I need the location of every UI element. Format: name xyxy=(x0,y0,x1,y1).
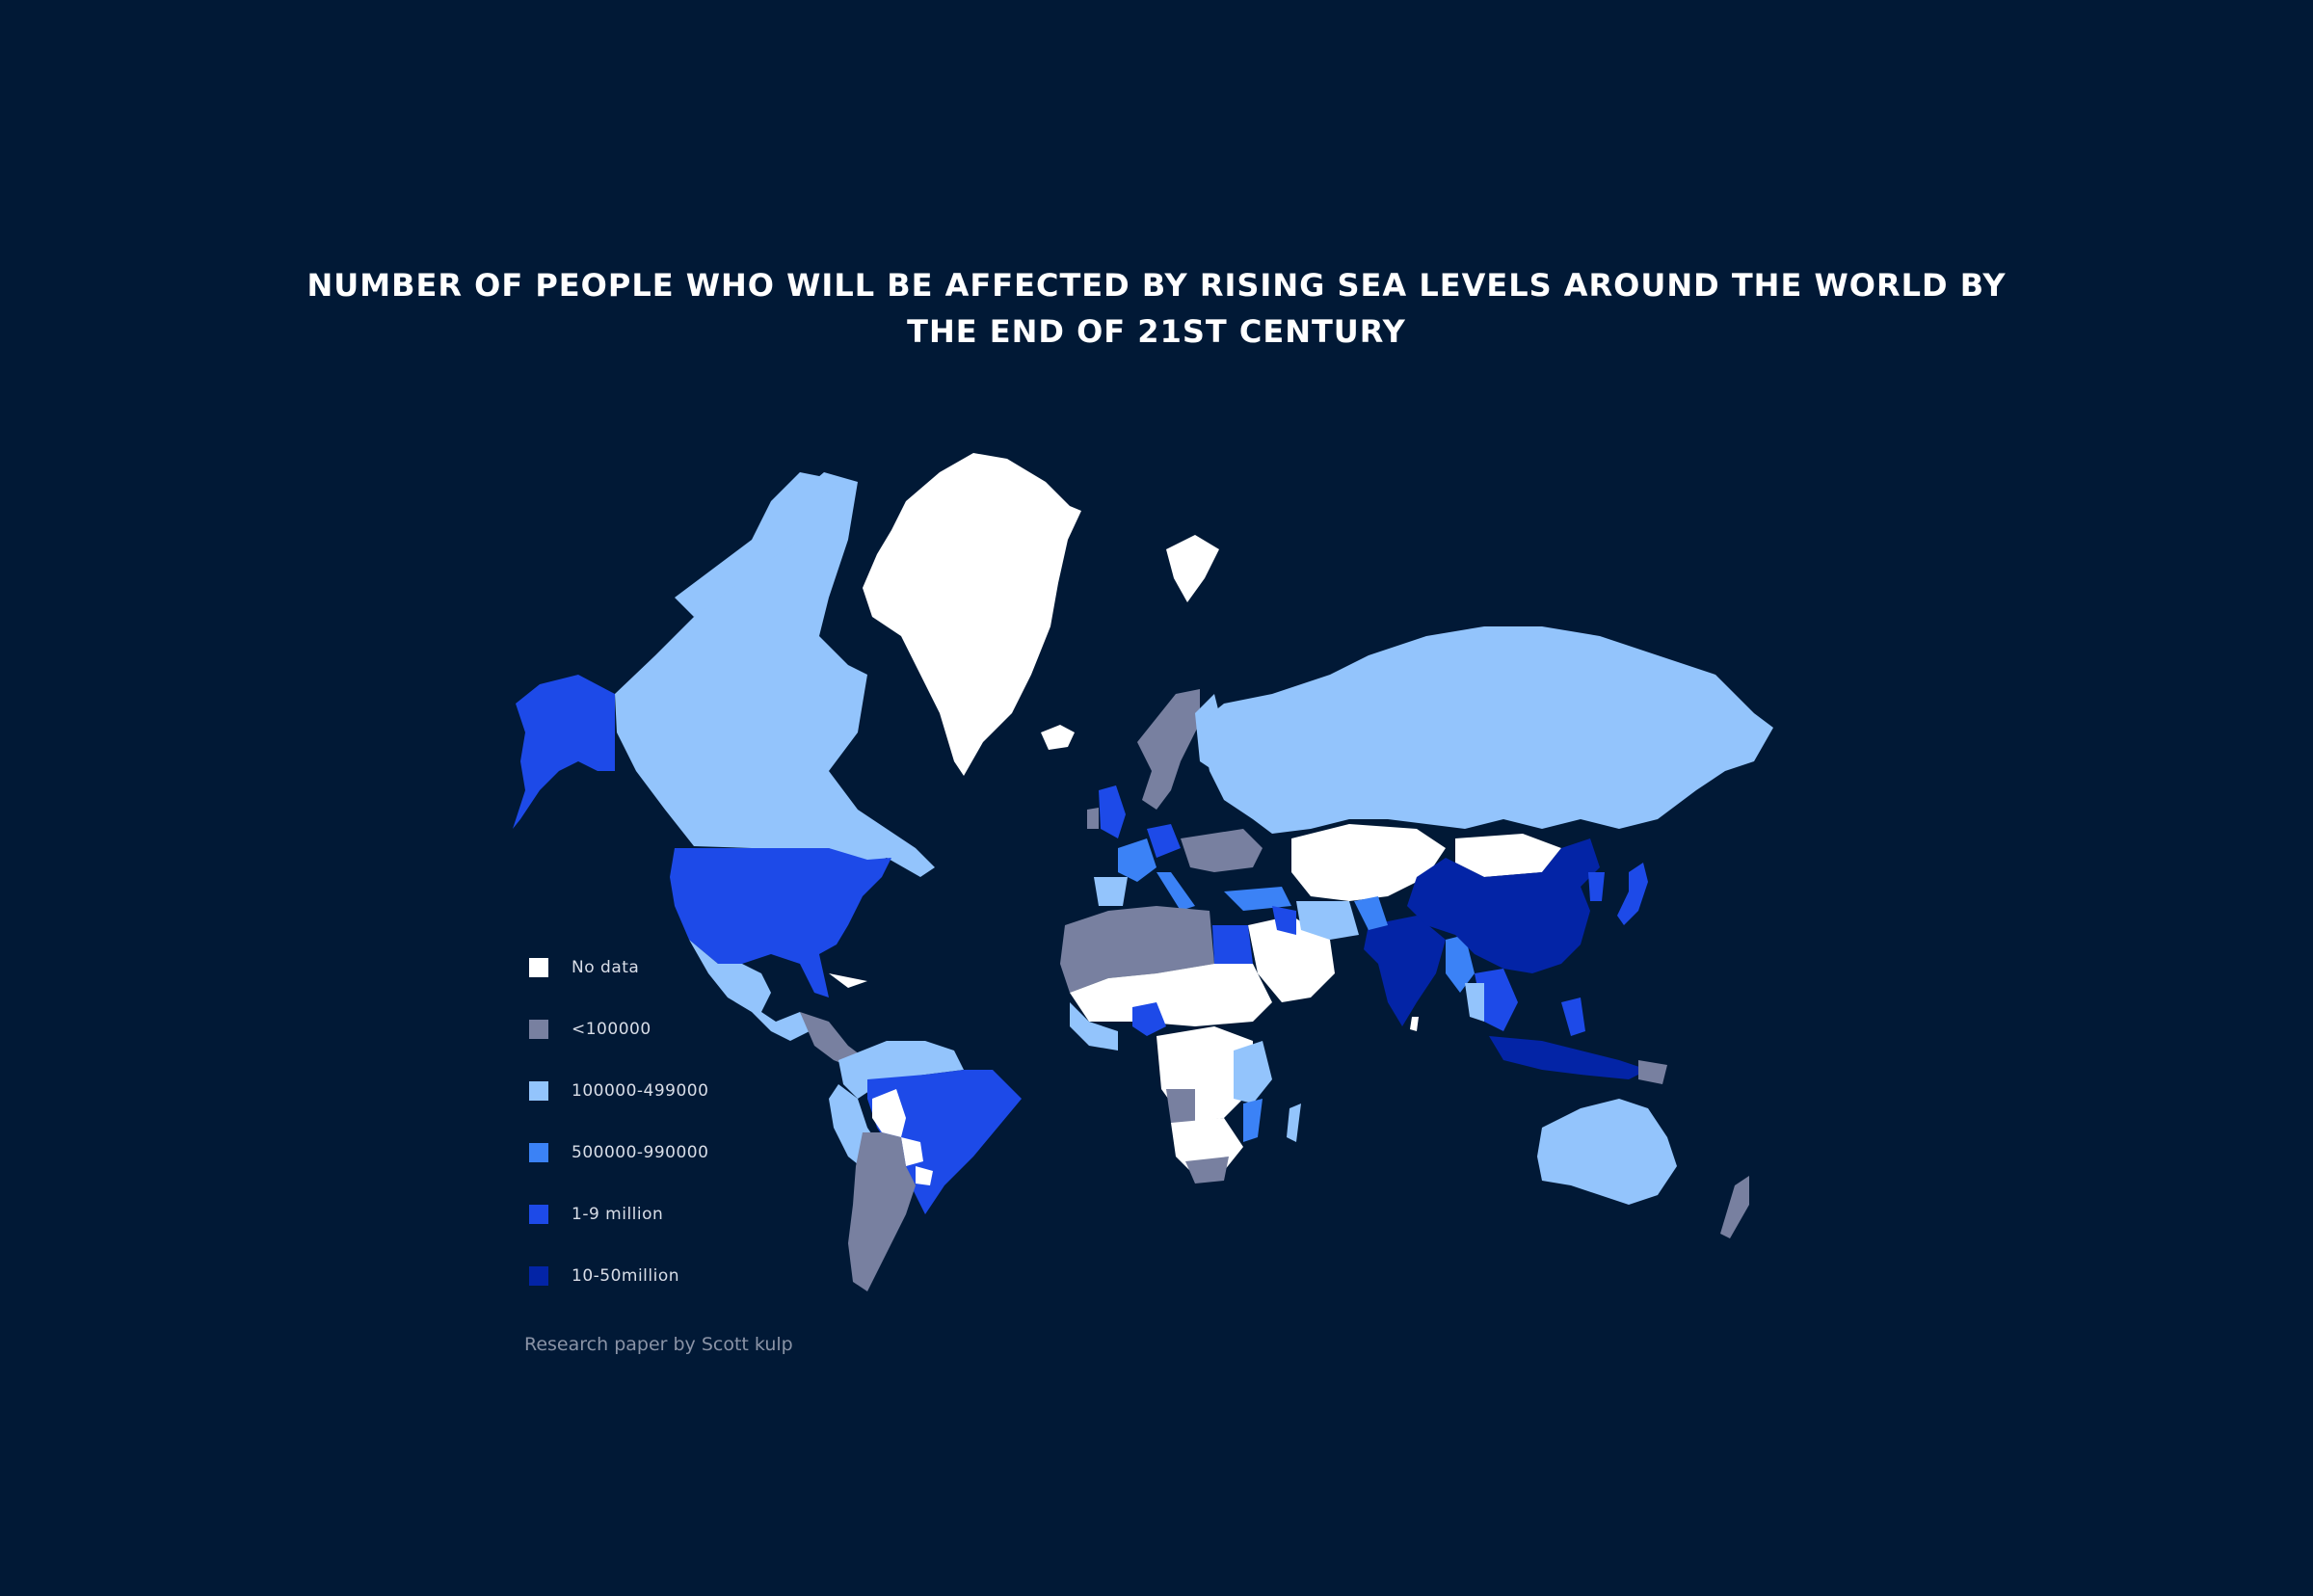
region-scandinavia xyxy=(1137,689,1200,810)
region-west-africa xyxy=(1070,1002,1118,1051)
region-mongolia xyxy=(1455,834,1561,877)
region-mexico xyxy=(689,940,810,1041)
region-arabia xyxy=(1248,916,1335,1002)
legend-item-10-50-million: 10-50million xyxy=(529,1245,708,1307)
region-china xyxy=(1407,838,1600,973)
region-greenland xyxy=(863,453,1081,776)
region-iberia xyxy=(1094,877,1128,906)
region-japan xyxy=(1617,863,1648,925)
region-indonesia xyxy=(1489,1036,1648,1079)
region-angola xyxy=(1166,1089,1195,1123)
region-eastern-europe xyxy=(1181,829,1263,872)
legend-swatch xyxy=(529,1266,548,1286)
legend-label: 100000-499000 xyxy=(572,1081,709,1101)
region-argentina xyxy=(848,1132,916,1291)
region-new-zealand xyxy=(1720,1176,1749,1238)
region-svalbard xyxy=(1166,535,1219,602)
region-east-africa xyxy=(1234,1041,1272,1104)
region-png xyxy=(1638,1060,1667,1084)
region-russia xyxy=(1200,626,1773,834)
region-pakistan xyxy=(1354,896,1388,930)
region-italy xyxy=(1156,872,1195,911)
region-korea xyxy=(1588,872,1605,901)
legend-label: 10-50million xyxy=(572,1266,680,1286)
source-credit: Research paper by Scott kulp xyxy=(524,1334,793,1355)
legend-item-1-9-million: 1-9 million xyxy=(529,1184,708,1245)
region-australia xyxy=(1537,1099,1677,1205)
legend-swatch xyxy=(529,1205,548,1224)
legend-swatch xyxy=(529,1020,548,1039)
legend-item-100000-499000: 100000-499000 xyxy=(529,1060,708,1122)
region-north-africa xyxy=(1060,906,1214,993)
region-indochina xyxy=(1475,969,1518,1031)
region-brazil xyxy=(867,1070,1022,1214)
legend-swatch xyxy=(529,958,548,977)
region-uk xyxy=(1099,785,1126,838)
region-cuba xyxy=(829,973,867,988)
legend: No data <100000 100000-499000 500000-990… xyxy=(529,937,708,1307)
region-turkey xyxy=(1224,887,1291,911)
region-alaska xyxy=(513,675,615,829)
legend-label: <100000 xyxy=(572,1020,651,1039)
legend-label: No data xyxy=(572,958,640,977)
region-bangladesh-myanmar xyxy=(1446,935,1475,993)
region-ireland xyxy=(1087,808,1099,829)
region-iceland xyxy=(1041,725,1075,750)
region-iran xyxy=(1296,901,1359,940)
region-egypt xyxy=(1212,925,1253,964)
map-title: NUMBER OF PEOPLE WHO WILL BE AFFECTED BY… xyxy=(306,267,2007,350)
region-germany-nl xyxy=(1147,824,1181,858)
legend-label: 500000-990000 xyxy=(572,1143,709,1162)
region-paraguay xyxy=(901,1137,923,1166)
region-madagascar xyxy=(1287,1104,1301,1142)
region-canada-islands xyxy=(675,472,838,617)
legend-swatch xyxy=(529,1143,548,1162)
region-canada xyxy=(615,472,935,877)
region-central-asia xyxy=(1291,824,1446,901)
region-thailand xyxy=(1465,983,1484,1022)
region-iraq xyxy=(1272,906,1296,935)
region-bolivia xyxy=(872,1089,906,1137)
region-usa xyxy=(670,848,891,998)
region-uruguay xyxy=(916,1166,933,1185)
legend-item-500000-990000: 500000-990000 xyxy=(529,1122,708,1184)
region-nigeria xyxy=(1132,1002,1166,1036)
legend-swatch xyxy=(529,1081,548,1101)
legend-label: 1-9 million xyxy=(572,1205,664,1224)
region-mozambique xyxy=(1243,1099,1263,1142)
region-france xyxy=(1118,838,1156,882)
region-srilanka xyxy=(1410,1017,1419,1031)
region-india xyxy=(1364,916,1446,1026)
region-sahel xyxy=(1070,964,1272,1026)
region-philippines xyxy=(1561,998,1585,1036)
legend-item-lt-100000: <100000 xyxy=(529,998,708,1060)
region-south-africa xyxy=(1185,1157,1229,1184)
legend-item-no-data: No data xyxy=(529,937,708,998)
